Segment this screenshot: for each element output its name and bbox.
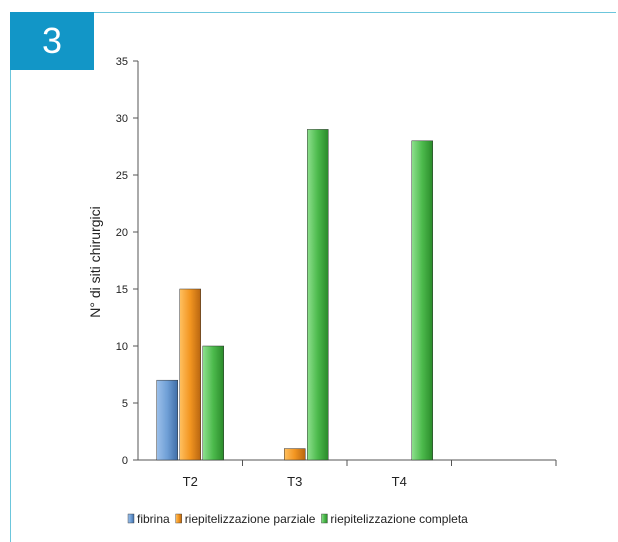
x-category-label: T4 — [392, 474, 407, 489]
y-tick-label: 0 — [122, 455, 128, 467]
y-axis-label: N° di siti chirurgici — [87, 206, 103, 317]
legend-swatch — [175, 513, 182, 524]
x-category-labels: T2 T3 T4 — [183, 474, 407, 489]
y-tick-label: 35 — [116, 56, 128, 68]
y-tick-label: 25 — [116, 170, 128, 182]
bar-riepitelizzazione-completa-T2 — [202, 345, 224, 461]
legend-label: fibrina — [137, 512, 170, 526]
bar-riepitelizzazione-completa-T4 — [411, 140, 433, 461]
figure-number-badge: 3 — [10, 12, 94, 70]
bars — [156, 129, 433, 461]
y-tick-label: 10 — [116, 341, 128, 353]
y-tick-label: 20 — [116, 227, 128, 239]
y-tick-label: 30 — [116, 113, 128, 125]
bar-fibrina-T2 — [156, 379, 178, 461]
bar-riepitelizzazione-parziale-T2 — [179, 288, 201, 461]
legend-swatch — [321, 513, 328, 524]
frame-left-border — [10, 12, 11, 542]
y-tick-label: 5 — [122, 398, 128, 410]
x-category-label: T2 — [183, 474, 198, 489]
y-tick-label: 15 — [116, 284, 128, 296]
legend-label: riepitelizzazione completa — [330, 512, 468, 526]
bar-riepitelizzazione-parziale-T3 — [284, 448, 306, 461]
legend-label: riepitelizzazione parziale — [185, 512, 316, 526]
x-category-label: T3 — [287, 474, 302, 489]
legend: fibrina riepitelizzazione parziale riepite… — [127, 512, 468, 526]
bar-riepitelizzazione-completa-T3 — [307, 129, 329, 461]
legend-swatch — [127, 513, 135, 524]
frame-top-border — [10, 12, 616, 13]
y-tick-labels: 0 5 10 15 20 25 30 35 — [116, 56, 128, 467]
